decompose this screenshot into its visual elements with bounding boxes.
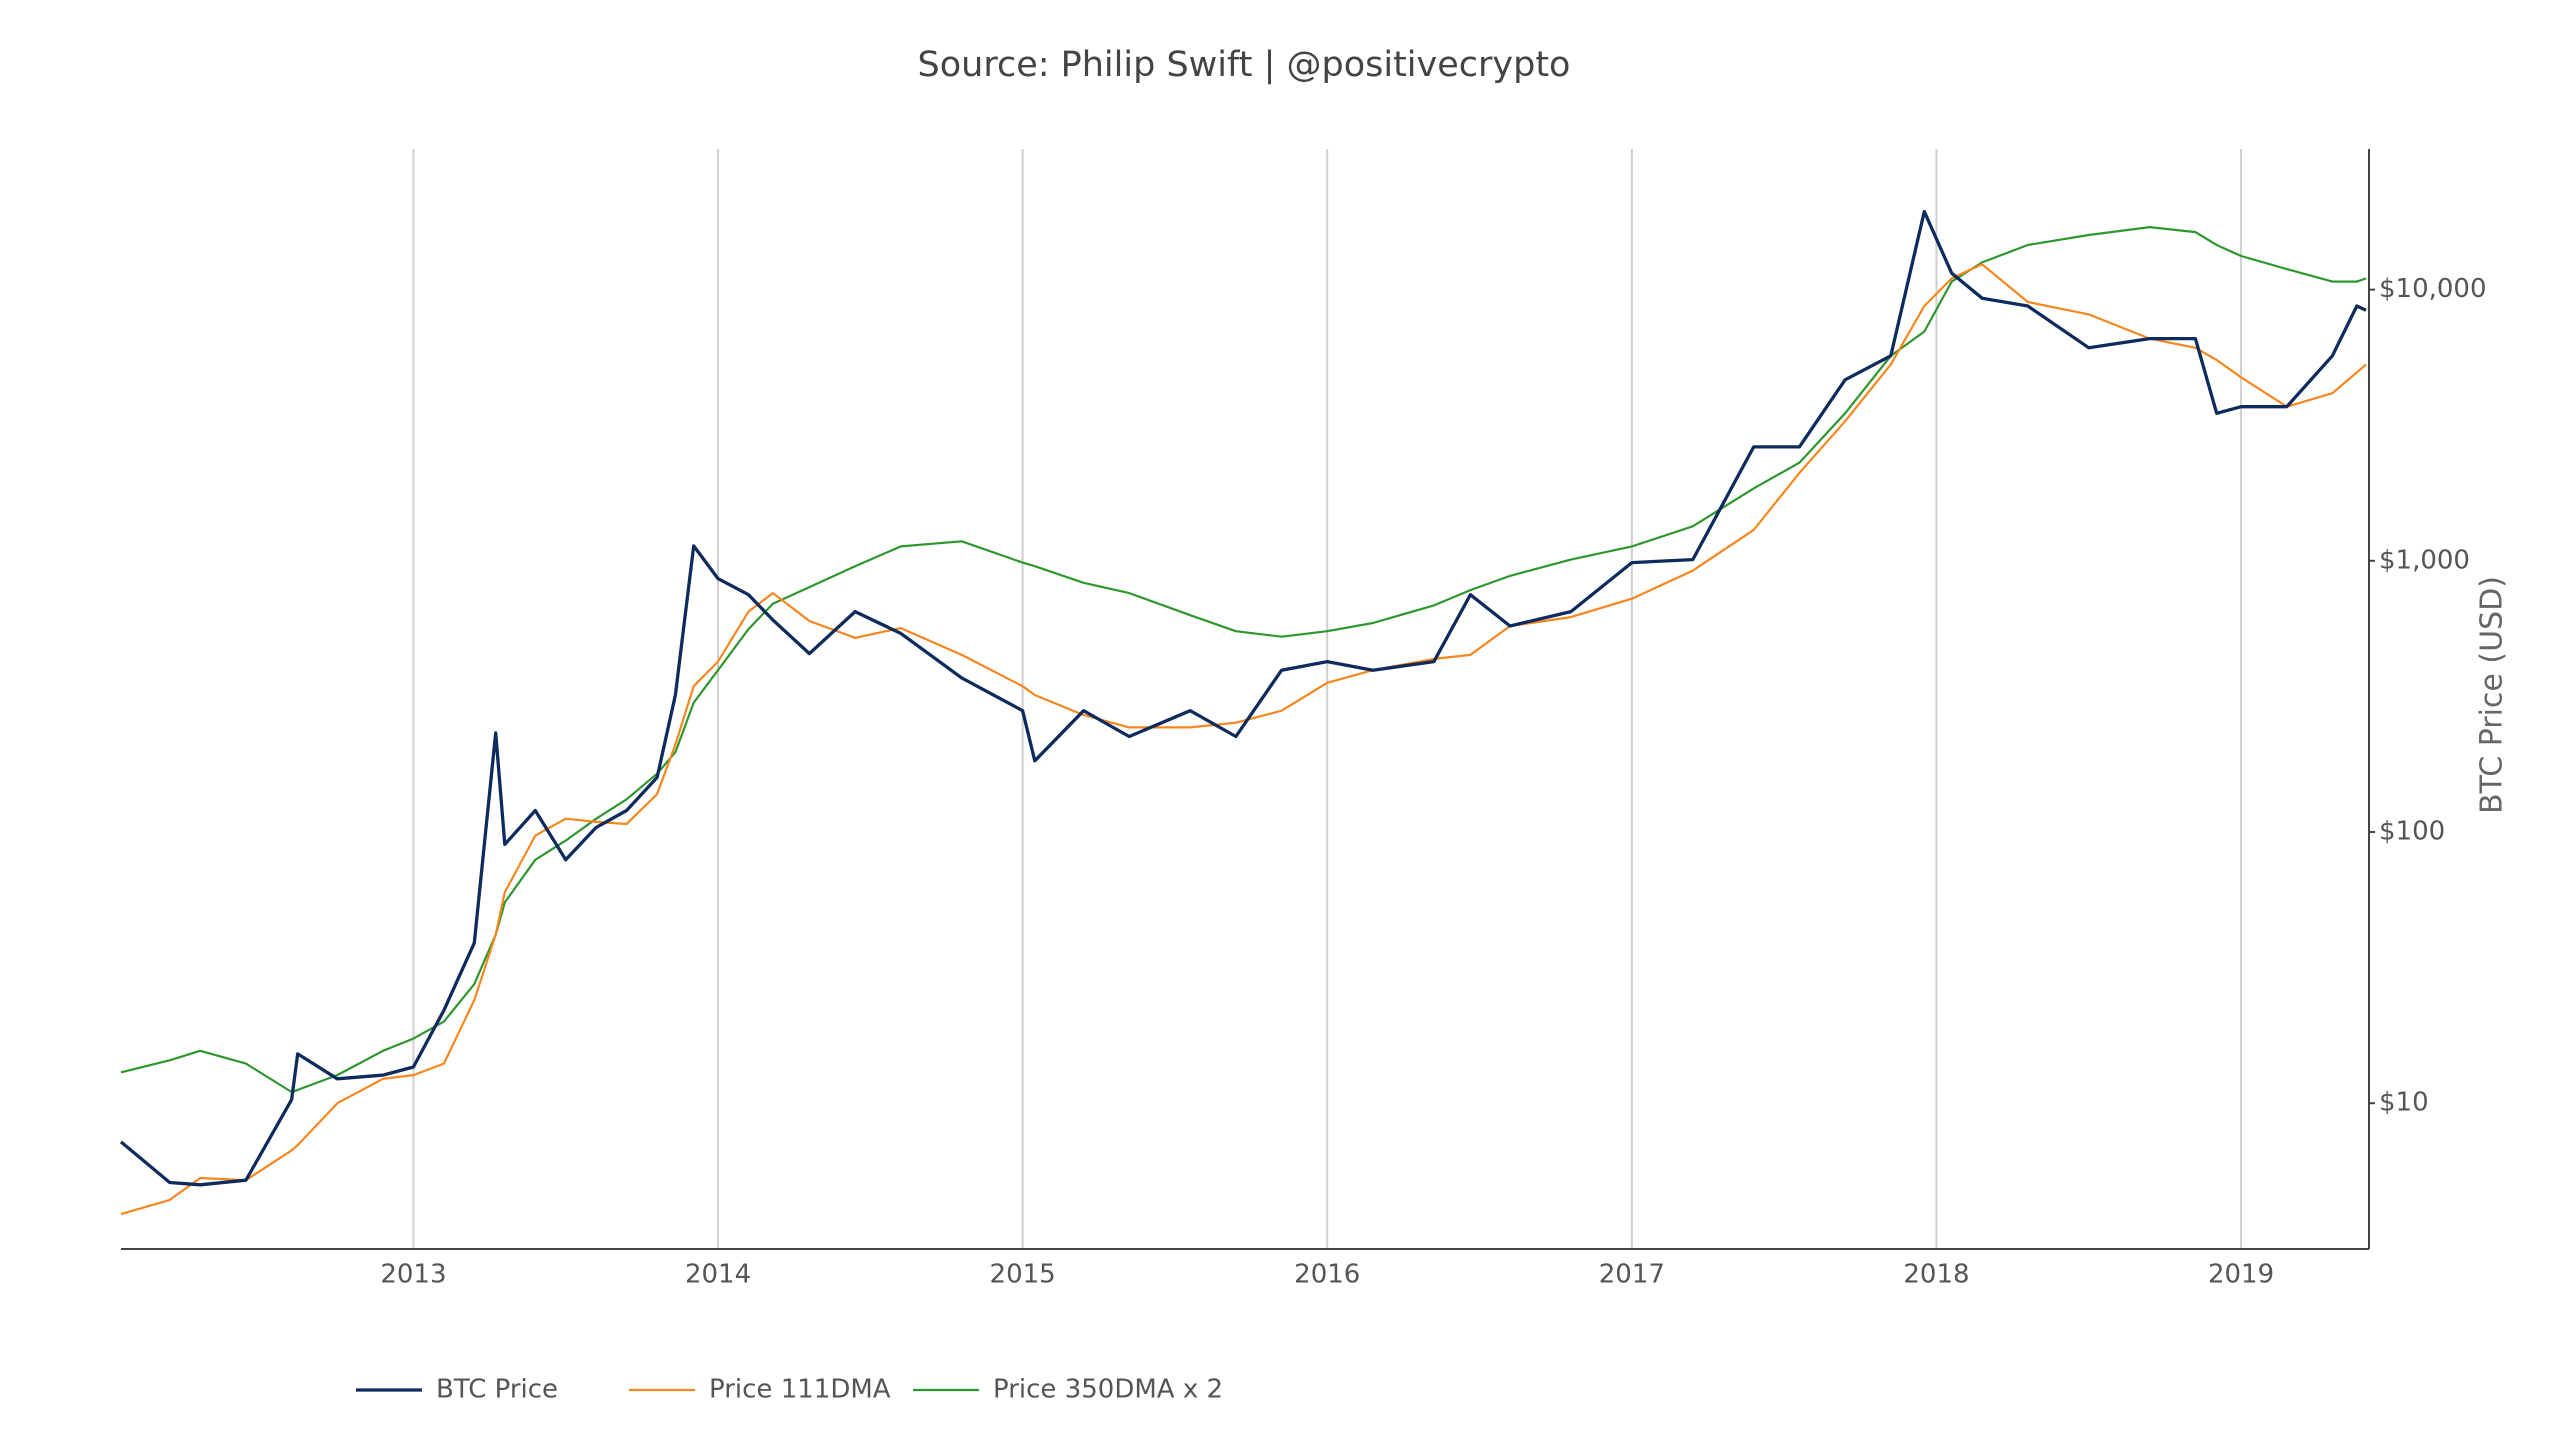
x-tick-label: 2018 — [1903, 1260, 1969, 1290]
x-tick-label: 2017 — [1599, 1260, 1665, 1290]
y-tick-label: $1,000 — [2379, 545, 2470, 575]
y-tick-label: $10 — [2379, 1088, 2429, 1118]
y-axis-label: BTC Price (USD) — [2475, 576, 2510, 814]
series-line — [120, 263, 2367, 1216]
x-tick-label: 2016 — [1294, 1260, 1360, 1290]
x-tick-label: 2015 — [990, 1260, 1056, 1290]
y-tick-label: $10,000 — [2379, 274, 2487, 304]
legend-label: BTC Price — [436, 1375, 558, 1405]
x-tick-label: 2014 — [685, 1260, 751, 1290]
y-tick-label: $100 — [2379, 817, 2445, 847]
x-tick-label: 2019 — [2208, 1260, 2274, 1290]
x-tick-label: 2013 — [380, 1260, 446, 1290]
chart-title: Source: Philip Swift | @positivecrypto — [918, 45, 1571, 85]
series-line — [120, 226, 2367, 1094]
series-line — [119, 209, 2367, 1187]
legend-label: Price 111DMA — [709, 1375, 891, 1405]
legend-label: Price 350DMA x 2 — [993, 1375, 1223, 1405]
